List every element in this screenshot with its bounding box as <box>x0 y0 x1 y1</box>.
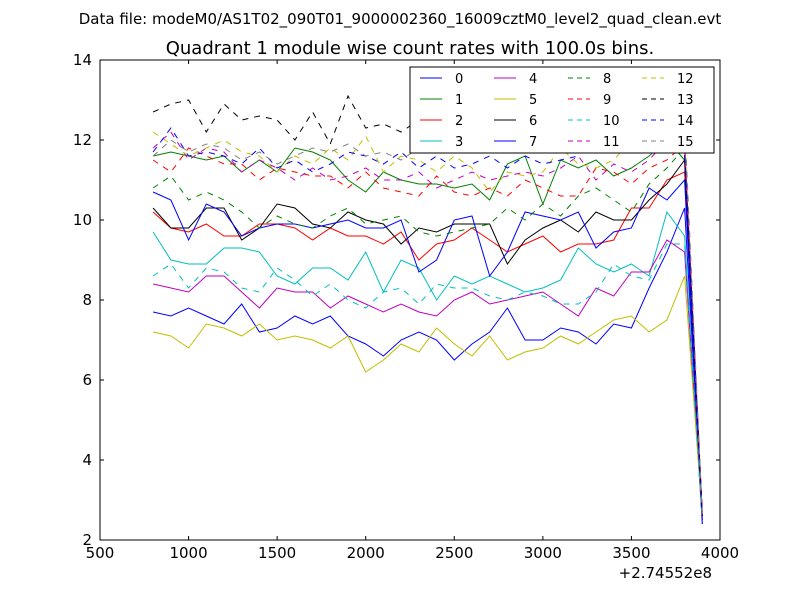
legend-entry-0: 0 <box>420 72 463 87</box>
legend-frame <box>409 66 715 154</box>
x-tick-label: 1000 <box>169 544 207 562</box>
series-line-7 <box>152 178 703 525</box>
legend-entry-11: 11 <box>568 135 620 150</box>
x-tick-label: 3000 <box>524 544 562 562</box>
x-tick-label: 500 <box>86 544 115 562</box>
series-line-9 <box>152 142 703 513</box>
legend-entry-1: 1 <box>420 93 463 108</box>
x-tick-label: 3500 <box>612 544 650 562</box>
series-line-2 <box>152 171 703 513</box>
legend-entry-3: 3 <box>420 135 463 150</box>
series-line-6 <box>152 158 703 517</box>
legend-entry-15: 15 <box>642 135 694 150</box>
figure-suptitle: Data file: modeM0/AS1T02_090T01_90000023… <box>79 10 722 29</box>
series-line-0 <box>152 207 703 521</box>
legend-label: 12 <box>677 72 694 87</box>
series-line-4 <box>152 239 703 521</box>
series-line-11 <box>152 131 703 517</box>
y-tick-label: 14 <box>73 51 92 69</box>
series-line-14 <box>152 119 703 517</box>
y-tick-label: 8 <box>82 291 92 309</box>
chart-title: Quadrant 1 module wise count rates with … <box>166 38 655 59</box>
legend-label: 11 <box>603 135 620 150</box>
legend-label: 10 <box>603 114 620 129</box>
x-tick-label: 4000 <box>701 544 739 562</box>
legend-entry-9: 9 <box>568 93 611 108</box>
x-tick-label: 2000 <box>347 544 385 562</box>
y-tick-label: 2 <box>82 531 92 549</box>
legend-entry-6: 6 <box>494 114 537 129</box>
legend-entry-5: 5 <box>494 93 537 108</box>
series-line-1 <box>152 139 703 517</box>
x-offset-label: +2.74552e8 <box>619 564 712 582</box>
y-tick-label: 12 <box>73 131 92 149</box>
legend-label: 14 <box>677 114 694 129</box>
legend-entry-4: 4 <box>494 72 537 87</box>
legend-entry-8: 8 <box>568 72 611 87</box>
legend-label: 6 <box>529 114 537 129</box>
legend-label: 7 <box>529 135 537 150</box>
y-tick-label: 10 <box>73 211 92 229</box>
series-line-12 <box>152 123 703 517</box>
x-tick-label: 2500 <box>435 544 473 562</box>
x-tick-label: 1500 <box>258 544 296 562</box>
legend-entry-12: 12 <box>642 72 694 87</box>
y-tick-label: 4 <box>82 451 92 469</box>
series-line-3 <box>152 210 703 525</box>
legend-entry-2: 2 <box>420 114 463 129</box>
legend-entry-13: 13 <box>642 93 694 108</box>
legend-label: 8 <box>603 72 611 87</box>
legend-label: 9 <box>603 93 611 108</box>
legend-label: 3 <box>455 135 463 150</box>
legend-label: 15 <box>677 135 694 150</box>
legend-label: 13 <box>677 93 694 108</box>
series-line-5 <box>152 275 703 517</box>
tick-layer: 500 1000 1500 2000 2500 3000 3500 4000246810121… <box>73 51 739 562</box>
legend-label: 0 <box>455 72 463 87</box>
legend-label: 4 <box>529 72 537 87</box>
legend-entry-14: 14 <box>642 114 694 129</box>
legend-entry-10: 10 <box>568 114 620 129</box>
legend-label: 5 <box>529 93 537 108</box>
series-line-8 <box>152 146 703 517</box>
legend-label: 2 <box>455 114 463 129</box>
y-tick-label: 6 <box>82 371 92 389</box>
legend-entry-7: 7 <box>494 135 537 150</box>
legend-label: 1 <box>455 93 463 108</box>
series-line-10 <box>152 243 703 521</box>
